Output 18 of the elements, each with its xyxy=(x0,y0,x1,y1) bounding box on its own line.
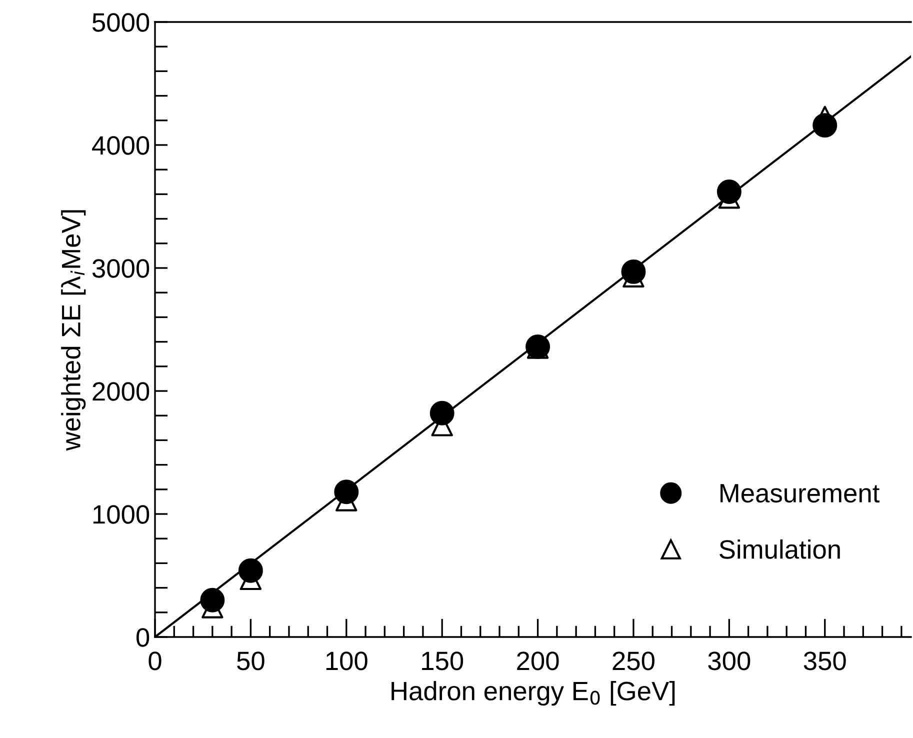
x-axis-title: Hadron energy E$_{0}$ [GeV] xyxy=(392,681,675,706)
y-tick-label: 3000 xyxy=(92,259,150,278)
x-tick-label: 50 xyxy=(237,652,264,670)
x-tick-label: 200 xyxy=(517,652,559,670)
y-axis-title: weighted ΣE [λ$_{i}$MeV] xyxy=(61,210,86,451)
x-tick-label: 250 xyxy=(612,652,654,670)
x-tick-label: 0 xyxy=(148,652,162,670)
y-tick-label: 2000 xyxy=(92,382,150,401)
y-tick-label: 4000 xyxy=(92,136,150,155)
x-tick-label: 150 xyxy=(422,652,464,670)
x-tick-label: 350 xyxy=(804,652,846,670)
y-tick-label: 5000 xyxy=(92,13,150,32)
legend-label: Simulation xyxy=(720,539,840,559)
x-tick-label: 100 xyxy=(326,652,368,670)
x-tick-label: 300 xyxy=(708,652,750,670)
y-tick-label: 1000 xyxy=(93,505,150,524)
y-tick-label: 0 xyxy=(136,628,150,647)
legend-label: Measurement xyxy=(720,484,880,503)
